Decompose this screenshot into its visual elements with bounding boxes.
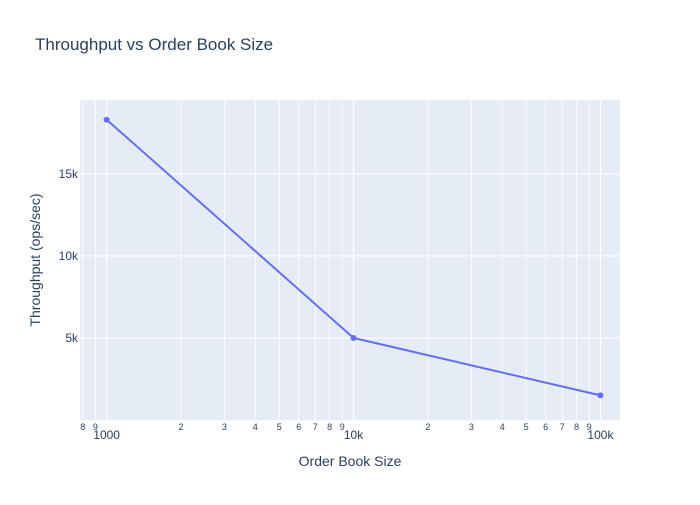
x-minor-tick-label: 2	[178, 422, 183, 432]
x-axis-title: Order Book Size	[299, 453, 402, 469]
y-tick-label: 10k	[59, 249, 79, 263]
x-minor-tick-label: 6	[543, 422, 548, 432]
x-minor-tick-label: 9	[587, 422, 592, 432]
x-minor-tick-label: 6	[296, 422, 301, 432]
x-minor-tick-label: 4	[253, 422, 258, 432]
x-minor-tick-label: 5	[277, 422, 282, 432]
x-minor-tick-label: 5	[524, 422, 529, 432]
data-point	[103, 116, 110, 123]
y-axis-ticks: 5k 10k 15k	[59, 167, 79, 345]
data-point	[597, 392, 604, 399]
y-axis-title: Throughput (ops/sec)	[27, 193, 43, 326]
x-minor-tick-label: 9	[93, 422, 98, 432]
x-minor-tick-label: 3	[469, 422, 474, 432]
x-major-tick-label: 100k	[587, 428, 614, 442]
y-tick-label: 5k	[65, 331, 79, 345]
x-major-tick-label: 10k	[344, 428, 364, 442]
x-minor-tick-label: 8	[574, 422, 579, 432]
plot-area	[80, 100, 620, 420]
x-minor-tick-label: 8	[80, 422, 85, 432]
x-minor-tick-label: 9	[340, 422, 345, 432]
y-tick-label: 15k	[59, 167, 79, 181]
x-minor-tick-label: 3	[222, 422, 227, 432]
x-minor-tick-label: 7	[560, 422, 565, 432]
x-minor-tick-label: 7	[313, 422, 318, 432]
x-minor-tick-label: 2	[425, 422, 430, 432]
x-minor-tick-label: 4	[500, 422, 505, 432]
x-major-tick-label: 1000	[93, 428, 120, 442]
series-layer	[103, 116, 604, 399]
grid-lines	[80, 100, 620, 420]
chart-title: Throughput vs Order Book Size	[35, 35, 273, 54]
x-minor-tick-label: 8	[327, 422, 332, 432]
data-point	[350, 334, 357, 341]
